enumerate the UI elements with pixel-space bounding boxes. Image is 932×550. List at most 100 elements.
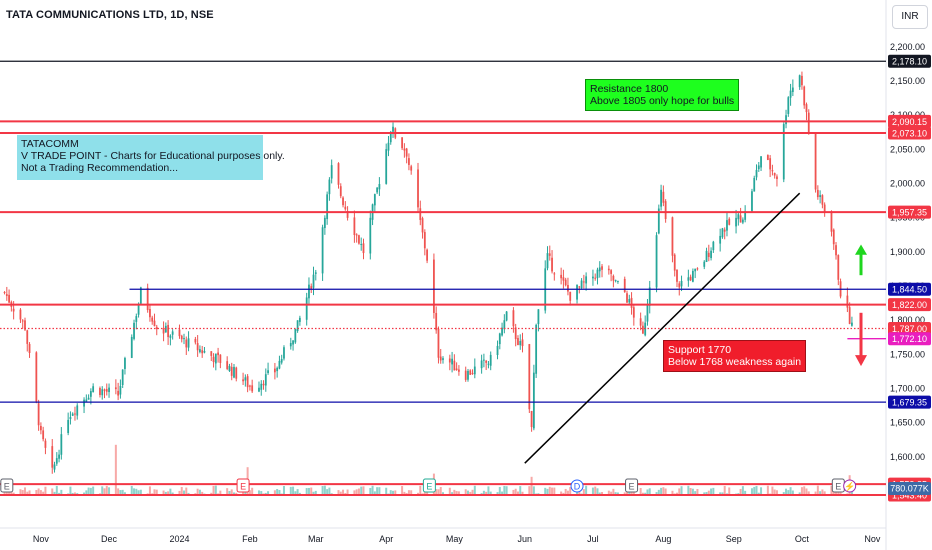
volume-bar (471, 489, 474, 496)
candle-body (646, 304, 649, 322)
candle-body (848, 307, 851, 324)
volume-bar (242, 489, 245, 496)
volume-bar (39, 490, 42, 496)
volume-bar (760, 487, 763, 496)
candle-body (246, 376, 249, 388)
event-marker-letter: E (426, 482, 432, 492)
volume-bar (453, 489, 456, 496)
volume-bar (551, 487, 554, 496)
volume-bar (696, 488, 699, 496)
volume-bar (664, 488, 667, 496)
y-tick-label: 2,200.00 (890, 42, 925, 52)
candle-body (689, 276, 692, 281)
candle-body (262, 383, 265, 386)
volume-bar (564, 488, 567, 496)
candle-body (489, 354, 492, 366)
x-tick-label: Sep (726, 534, 742, 544)
candle-body (3, 292, 6, 294)
candle-body (626, 293, 628, 303)
volume-bar (419, 485, 422, 496)
volume-bar (594, 486, 597, 496)
volume-bar (180, 486, 183, 496)
candle-body (280, 359, 283, 363)
candle-body (121, 369, 124, 385)
candle-body (821, 195, 824, 205)
candle-body (776, 176, 778, 180)
candle-body (596, 269, 599, 279)
x-tick-label: Apr (379, 534, 393, 544)
candle-body (392, 126, 394, 132)
volume-bar (314, 490, 317, 496)
volume-bar (671, 490, 674, 496)
candle-body (744, 211, 747, 220)
candle-body (560, 274, 563, 279)
volume-bar (821, 489, 824, 496)
volume-bar (226, 488, 229, 496)
volume-bar (385, 487, 388, 496)
volume-bar (394, 490, 397, 496)
volume-bar (548, 486, 551, 496)
candle-body (24, 320, 26, 330)
candle-body (196, 343, 199, 351)
volume-bar (310, 487, 313, 496)
resistance-note[interactable]: Resistance 1800 Above 1805 only hope for… (585, 79, 740, 111)
level-label: 1,844.50 (892, 285, 927, 295)
support-note[interactable]: Support 1770 Below 1768 weakness again (663, 340, 807, 372)
volume-bar (435, 489, 438, 496)
volume-bar (819, 491, 822, 496)
volume-bar (487, 486, 490, 496)
candle-body (55, 458, 58, 464)
candle-body (337, 163, 340, 185)
volume-bar (516, 491, 519, 496)
volume-bar (457, 491, 460, 496)
volume-bar (689, 488, 692, 496)
candle-body (162, 328, 165, 334)
candle-body (180, 335, 183, 340)
candle-body (630, 297, 633, 308)
volume-bar (710, 488, 713, 496)
candle-body (453, 360, 456, 371)
candle-body (728, 218, 731, 225)
volume-bar (251, 487, 254, 496)
volume-bar (196, 488, 199, 496)
candle-body (305, 297, 308, 320)
educational-note[interactable]: TATACOMM V TRADE POINT - Charts for Educ… (17, 135, 285, 180)
volume-bar (346, 489, 349, 496)
volume-bar (153, 489, 156, 496)
volume-bar (407, 490, 410, 496)
candle-body (567, 285, 569, 292)
level-label-bg (888, 114, 931, 128)
x-tick-label: Feb (242, 534, 258, 544)
volume-bar (185, 487, 188, 496)
volume-bar (753, 486, 756, 496)
candle-body (53, 464, 56, 470)
candle-body (185, 339, 188, 348)
y-tick-label: 1,650.00 (890, 418, 925, 428)
candle-body (203, 351, 206, 353)
candle-body (851, 322, 853, 326)
currency-button[interactable]: INR (892, 5, 928, 29)
x-tick-label: Jul (587, 534, 599, 544)
candle-body (155, 326, 158, 330)
candle-body (676, 269, 678, 282)
candle-body (26, 330, 29, 344)
candle-body (773, 173, 776, 176)
y-tick-label: 1,700.00 (890, 383, 925, 393)
candle-body (248, 385, 251, 387)
y-tick-label: 1,800.00 (890, 315, 925, 325)
candle-body (178, 329, 181, 337)
candle-body (242, 379, 244, 382)
y-tick-label: 1,600.00 (890, 452, 925, 462)
volume-bar (312, 491, 315, 496)
volume-bar (785, 488, 788, 496)
volume-bar (791, 490, 794, 496)
volume-bar (823, 491, 826, 496)
volume-bar (448, 487, 451, 496)
level-label: 2,178.10 (892, 57, 927, 67)
volume-bar (741, 486, 744, 496)
level-label-bg (888, 205, 931, 219)
note-line: Not a Trading Recommendation... (21, 162, 178, 174)
candle-body (469, 370, 472, 375)
candle-body (426, 249, 428, 261)
